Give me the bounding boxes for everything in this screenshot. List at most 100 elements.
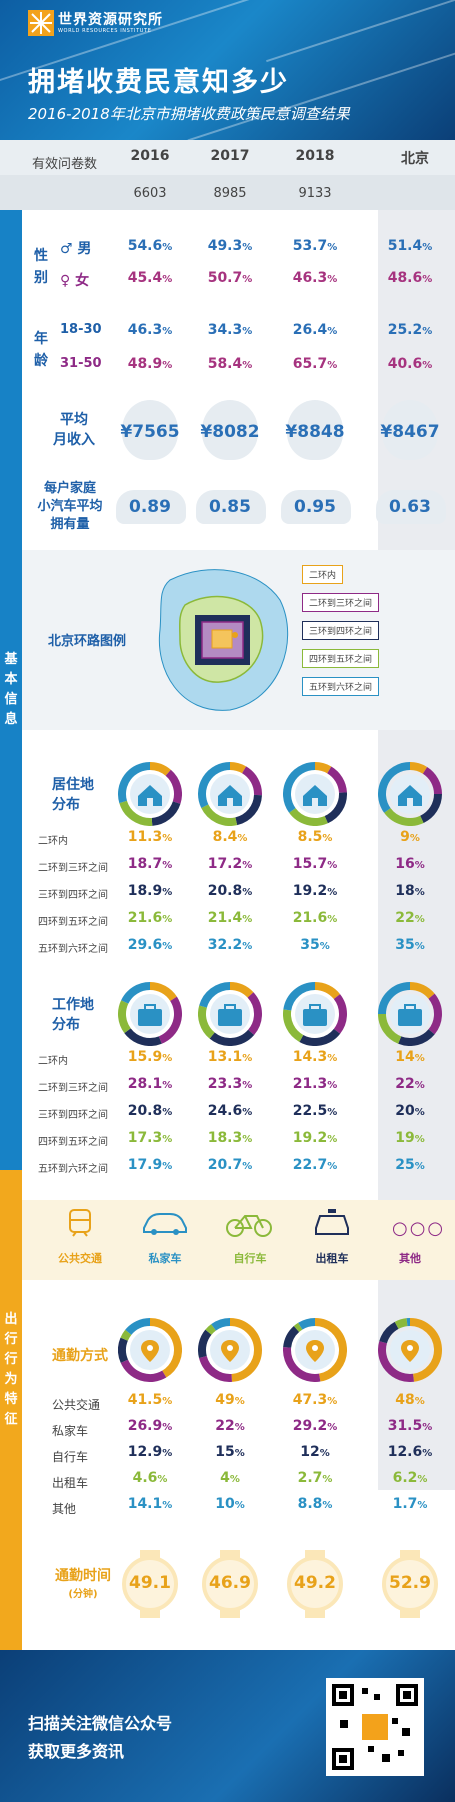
work-donut bbox=[378, 982, 442, 1046]
residence-value: 20.8% bbox=[207, 883, 253, 899]
cars-beijing: 0.63 bbox=[389, 497, 431, 517]
male-beijing: 51.4% bbox=[387, 238, 433, 254]
residence-value: 19.2% bbox=[292, 883, 338, 899]
residence-value: 35% bbox=[300, 937, 330, 953]
work-label: 工作地 分布 bbox=[52, 997, 94, 1033]
commute-donut bbox=[378, 1318, 442, 1382]
residence-value: 11.3% bbox=[127, 829, 173, 845]
work-value: 14.3% bbox=[292, 1049, 338, 1065]
male-2018: 53.7% bbox=[292, 238, 338, 254]
work-value: 21.3% bbox=[292, 1076, 338, 1092]
residence-value: 21.6% bbox=[127, 910, 173, 926]
car-icon bbox=[116, 490, 186, 524]
car-icon bbox=[281, 490, 351, 524]
res-row-label: 三环到四环之间 bbox=[38, 890, 108, 901]
car-icon bbox=[376, 490, 446, 524]
commute-time-value: 46.9 bbox=[209, 1573, 251, 1593]
commute-value: 12.6% bbox=[387, 1444, 433, 1460]
work-value: 28.1% bbox=[127, 1076, 173, 1092]
residence-value: 29.6% bbox=[127, 937, 173, 953]
residence-label: 居住地 分布 bbox=[52, 777, 94, 813]
taxi-icon bbox=[315, 1209, 349, 1235]
commute-value: 2.7% bbox=[297, 1470, 333, 1486]
page-title: 拥堵收费民意知多少 bbox=[28, 67, 289, 98]
res-row-label: 五环到六环之间 bbox=[38, 944, 108, 955]
male-2016: 54.6% bbox=[127, 238, 173, 254]
table-head: 2016 2017 2018 北京 有效问卷数 bbox=[0, 140, 455, 210]
residence-value: 22% bbox=[395, 910, 425, 926]
residence-value: 15.7% bbox=[292, 856, 338, 872]
residence-value: 21.4% bbox=[207, 910, 253, 926]
work-value: 22% bbox=[395, 1076, 425, 1092]
more-icon: ○○○ bbox=[392, 1218, 446, 1239]
commute-value: 8.8% bbox=[297, 1496, 333, 1512]
work-value: 25% bbox=[395, 1157, 425, 1173]
commute-value: 47.3% bbox=[292, 1392, 338, 1408]
work-value: 23.3% bbox=[207, 1076, 253, 1092]
commute-value: 15% bbox=[215, 1444, 245, 1460]
stopwatch-icon bbox=[287, 1550, 343, 1618]
work-value: 20.8% bbox=[127, 1103, 173, 1119]
commute-value: 12% bbox=[300, 1444, 330, 1460]
commute-value: 12.9% bbox=[127, 1444, 173, 1460]
commute-row-label: 自行车 bbox=[52, 1450, 89, 1464]
residence-value: 8.5% bbox=[297, 829, 333, 845]
res-row-label: 四环到五环之间 bbox=[38, 917, 108, 928]
commute-donut bbox=[118, 1318, 182, 1382]
page-subtitle: 2016-2018年北京市拥堵收费政策民意调查结果 bbox=[28, 105, 350, 123]
footer: 扫描关注微信公众号 获取更多资讯 bbox=[0, 1650, 455, 1802]
residence-donut bbox=[378, 762, 442, 826]
work-row-label: 二环内 bbox=[38, 1056, 68, 1067]
commute-value: 48% bbox=[395, 1392, 425, 1408]
age-label: 年龄 bbox=[34, 331, 48, 369]
org-sub: WORLD RESOURCES INSTITUTE bbox=[58, 28, 152, 34]
commute-value: 4.6% bbox=[132, 1470, 168, 1486]
residence-value: 32.2% bbox=[207, 937, 253, 953]
commute-value: 26.9% bbox=[127, 1418, 173, 1434]
footer-line2: 获取更多资讯 bbox=[28, 1742, 125, 1761]
work-value: 19.2% bbox=[292, 1130, 338, 1146]
age1-2017: 34.3% bbox=[207, 322, 253, 338]
mode-label: 公共交通 bbox=[58, 1252, 102, 1265]
age2-beijing: 40.6% bbox=[387, 356, 433, 372]
work-value: 22.5% bbox=[292, 1103, 338, 1119]
commute-value: 4% bbox=[220, 1470, 240, 1486]
female-2017: 50.7% bbox=[207, 270, 253, 286]
col-2016: 2016 bbox=[130, 148, 170, 164]
commute-value: 41.5% bbox=[127, 1392, 173, 1408]
work-value: 20% bbox=[395, 1103, 425, 1119]
footer-line1: 扫描关注微信公众号 bbox=[28, 1714, 173, 1733]
res-row-label: 二环到三环之间 bbox=[38, 863, 108, 874]
mode-label: 出租车 bbox=[315, 1252, 349, 1265]
income-2017: ¥8082 bbox=[200, 422, 260, 442]
stopwatch-icon bbox=[382, 1550, 438, 1618]
stopwatch-icon bbox=[122, 1550, 178, 1618]
residence-value: 21.6% bbox=[292, 910, 338, 926]
money-bag-icon bbox=[382, 400, 438, 460]
residence-donut bbox=[283, 762, 347, 826]
commute-value: 22% bbox=[215, 1418, 245, 1434]
work-value: 14% bbox=[395, 1049, 425, 1065]
money-bag-icon bbox=[287, 400, 343, 460]
female-2016: 45.4% bbox=[127, 270, 173, 286]
age2-2017: 58.4% bbox=[207, 356, 253, 372]
qr-code[interactable] bbox=[326, 1678, 424, 1776]
work-row-label: 二环到三环之间 bbox=[38, 1083, 108, 1094]
header: 世界资源研究所 WORLD RESOURCES INSTITUTE 拥堵收费民意… bbox=[0, 0, 455, 140]
questionnaire-label: 有效问卷数 bbox=[32, 157, 98, 172]
age1-2016: 46.3% bbox=[127, 322, 173, 338]
commute-time-label: 通勤时间 (分钟) bbox=[55, 1568, 111, 1600]
legend-ring3-4: 三环到四环之间 bbox=[302, 621, 380, 640]
residence-donut bbox=[198, 762, 262, 826]
beijing-ring-map bbox=[158, 569, 289, 711]
commute-row-label: 公共交通 bbox=[52, 1398, 101, 1412]
work-row-label: 四环到五环之间 bbox=[38, 1137, 108, 1148]
work-row-label: 五环到六环之间 bbox=[38, 1164, 108, 1175]
residence-value: 35% bbox=[395, 937, 425, 953]
mode-label: 私家车 bbox=[148, 1252, 182, 1265]
questionnaire-2017: 8985 bbox=[213, 186, 247, 201]
commute-value: 6.2% bbox=[392, 1470, 428, 1486]
car-icon bbox=[196, 490, 266, 524]
commute-value: 31.5% bbox=[387, 1418, 433, 1434]
